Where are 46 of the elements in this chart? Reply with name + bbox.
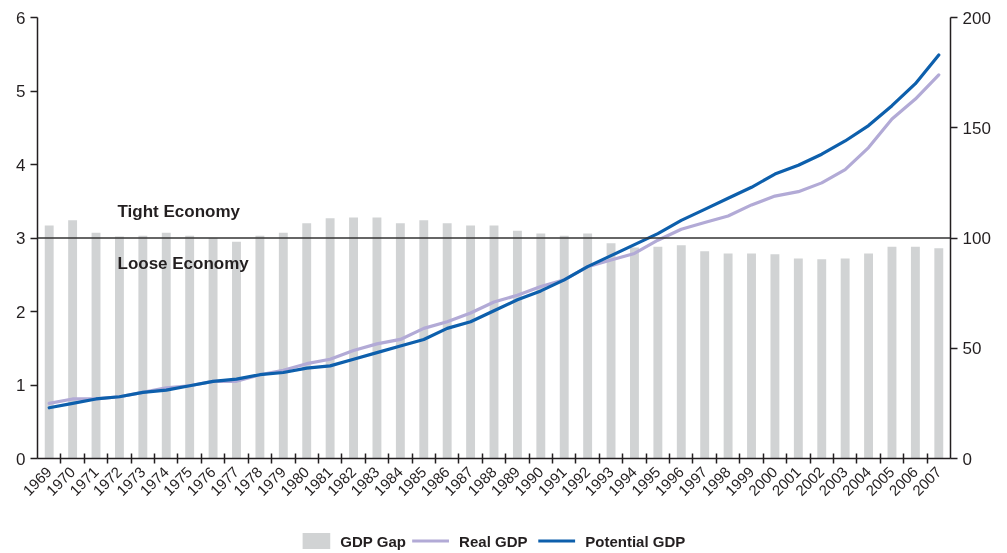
annotation: Tight Economy xyxy=(117,201,241,221)
bar xyxy=(793,258,803,459)
annotation: Loose Economy xyxy=(117,253,250,273)
y2-tick-label: 0 xyxy=(962,449,972,469)
bar xyxy=(559,235,569,459)
bar xyxy=(700,251,710,459)
bar xyxy=(653,246,663,459)
y-tick-label: 1 xyxy=(16,376,26,395)
bar xyxy=(723,253,733,459)
bar xyxy=(302,223,312,459)
legend-label: Potential GDP xyxy=(585,532,686,550)
bar xyxy=(583,233,593,459)
bar xyxy=(630,247,639,459)
y-tick-label: 2 xyxy=(16,302,26,322)
bar xyxy=(817,259,827,459)
legend-label: Real GDP xyxy=(459,532,528,550)
bar xyxy=(466,225,476,459)
bar xyxy=(325,218,335,459)
bar xyxy=(864,253,874,459)
bar xyxy=(68,220,78,459)
bar xyxy=(747,253,756,459)
y-tick-label: 5 xyxy=(16,82,26,101)
legend-label: GDP Gap xyxy=(340,532,406,550)
y2-tick-label: 100 xyxy=(962,229,991,248)
bar xyxy=(840,258,850,459)
bar xyxy=(512,230,522,459)
y-tick-label: 6 xyxy=(16,8,26,28)
y-tick-label: 4 xyxy=(16,155,26,175)
bar xyxy=(44,225,54,459)
bar xyxy=(419,220,429,459)
y2-tick-label: 50 xyxy=(962,339,982,359)
bar xyxy=(887,246,897,459)
bar xyxy=(536,233,546,459)
bar xyxy=(676,245,686,459)
bar xyxy=(910,246,920,459)
y2-tick-label: 150 xyxy=(962,118,991,138)
y-tick-label: 3 xyxy=(16,229,26,248)
bar xyxy=(934,248,944,459)
bar xyxy=(395,223,405,459)
bar xyxy=(255,235,265,459)
bar xyxy=(770,254,780,459)
bar xyxy=(349,217,358,459)
bar xyxy=(442,223,452,459)
bar xyxy=(278,232,288,459)
y2-tick-label: 200 xyxy=(962,8,991,28)
y-tick-label: 0 xyxy=(16,449,26,469)
